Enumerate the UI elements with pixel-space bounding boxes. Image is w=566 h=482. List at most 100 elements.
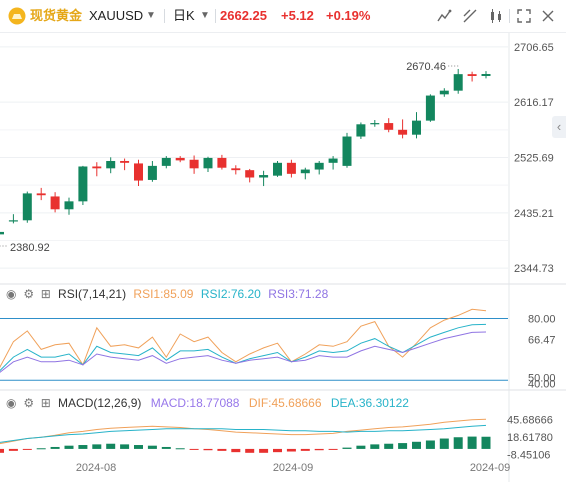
macd-histogram-bar	[147, 445, 157, 449]
macd-histogram-bar	[425, 440, 435, 449]
macd-title[interactable]: MACD(12,26,9)	[58, 396, 142, 410]
eye-icon[interactable]: ◉	[6, 287, 17, 301]
candle-settings-icon[interactable]	[486, 6, 506, 26]
macd-histogram-bar	[36, 448, 46, 450]
candle-body	[0, 231, 4, 235]
macd-histogram-bar	[286, 448, 296, 452]
candle-body	[481, 74, 491, 76]
macd-histogram-bar	[453, 437, 463, 449]
fullscreen-icon[interactable]	[514, 6, 534, 26]
macd-histogram-bar	[439, 438, 449, 449]
candle-body	[439, 90, 449, 95]
add-indicator-icon[interactable]: ⊞	[40, 396, 51, 410]
low-annotation: 2380.92	[10, 242, 50, 254]
candle-body	[134, 163, 143, 181]
close-icon[interactable]	[538, 6, 558, 26]
macd-histogram-bar	[300, 448, 310, 451]
candle-body	[92, 166, 102, 169]
macd-histogram-bar	[175, 448, 185, 450]
macd-histogram-bar	[342, 447, 352, 449]
candle-body	[384, 123, 394, 130]
instrument-name[interactable]: 现货黄金	[30, 8, 83, 23]
macd-histogram-bar	[189, 448, 199, 450]
dif-legend: DIF:45.68666	[248, 396, 322, 410]
y-tick-label: 2344.73	[514, 263, 554, 275]
macd-histogram-bar	[203, 448, 213, 451]
indicator-icon[interactable]	[434, 6, 454, 26]
rsi2-legend: RSI2:76.20	[200, 287, 261, 301]
x-tick-label: 2024-09	[273, 462, 313, 474]
chevron-down-icon[interactable]: ▼	[146, 10, 156, 21]
macd-histogram-bar	[106, 443, 116, 449]
macd-histogram-bar	[384, 443, 394, 449]
settings-icon[interactable]: ⚙	[23, 287, 35, 301]
last-price: 2662.25	[220, 8, 267, 23]
macd-histogram-bar	[259, 448, 269, 453]
candle-body	[231, 168, 241, 171]
macd-histogram-bar	[134, 445, 143, 449]
rsi3-legend: RSI3:71.28	[268, 287, 329, 301]
x-tick-label: 2024-08	[76, 462, 116, 474]
rsi-tick-label: 66.47	[528, 334, 556, 346]
macd-histogram-bar	[370, 444, 380, 449]
dea-legend: DEA:36.30122	[330, 396, 409, 410]
divider	[164, 9, 165, 23]
rsi-series-line	[0, 308, 487, 369]
candle-body	[300, 169, 310, 174]
candle-body	[398, 129, 408, 135]
rsi-title[interactable]: RSI(7,14,21)	[58, 287, 127, 301]
candle-body	[453, 74, 463, 91]
y-tick-label: 2706.65	[514, 42, 554, 54]
candle-body	[36, 193, 46, 196]
macd-histogram-bar	[22, 448, 32, 450]
macd-tick-label: 18.61780	[507, 432, 553, 444]
timeframe-label[interactable]: 日K	[173, 8, 195, 23]
macd-histogram-bar	[467, 436, 477, 449]
macd-histogram-bar	[217, 448, 227, 451]
macd-histogram-bar	[398, 443, 408, 449]
candle-body	[286, 162, 296, 174]
candle-body	[273, 162, 282, 176]
add-indicator-icon[interactable]: ⊞	[40, 287, 51, 301]
x-tick-label: 2024-09	[470, 462, 510, 474]
collapse-panel-icon[interactable]: ‹	[552, 116, 566, 138]
candle-body	[328, 158, 338, 163]
candle-body	[370, 123, 380, 125]
settings-icon[interactable]: ⚙	[23, 396, 35, 410]
macd-tick-label: -8.45106	[507, 449, 550, 461]
candle-body	[22, 193, 32, 221]
symbol-label[interactable]: XAUUSD	[89, 8, 144, 23]
macd-tick-label: 45.68666	[507, 414, 553, 426]
dea-line	[0, 424, 487, 443]
draw-lines-icon[interactable]	[460, 6, 480, 26]
candle-body	[425, 95, 435, 121]
rsi1-legend: RSI1:85.09	[133, 287, 194, 301]
candle-body	[314, 162, 324, 170]
candle-body	[175, 157, 185, 161]
high-annotation: 2670.46	[406, 61, 446, 73]
timeframe-chevron-icon[interactable]: ▼	[200, 10, 210, 21]
price-change-percent: +0.19%	[326, 8, 371, 23]
dif-line	[0, 418, 487, 445]
macd-histogram-bar	[231, 448, 241, 453]
rsi-header: ◉ ⚙ ⊞ RSI(7,14,21) RSI1:85.09 RSI2:76.20…	[6, 287, 328, 301]
candle-body	[467, 74, 477, 76]
macd-histogram-bar	[78, 445, 88, 449]
macd-histogram-bar	[161, 446, 171, 449]
candle-body	[120, 160, 130, 163]
candle-body	[412, 120, 421, 135]
eye-icon[interactable]: ◉	[6, 396, 17, 410]
candle-body	[217, 157, 227, 168]
candle-body	[50, 196, 60, 210]
macd-histogram-bar	[0, 448, 4, 453]
macd-histogram-bar	[92, 444, 102, 449]
price-change: +5.12	[281, 8, 314, 23]
macd-histogram-bar	[50, 446, 60, 449]
candle-body	[106, 160, 116, 169]
rsi-tick-label: 50.00	[528, 372, 556, 384]
candle-body	[147, 165, 157, 180]
macd-legend: MACD:18.77088	[150, 396, 240, 410]
y-tick-label: 2435.21	[514, 208, 554, 220]
divider	[215, 9, 216, 23]
